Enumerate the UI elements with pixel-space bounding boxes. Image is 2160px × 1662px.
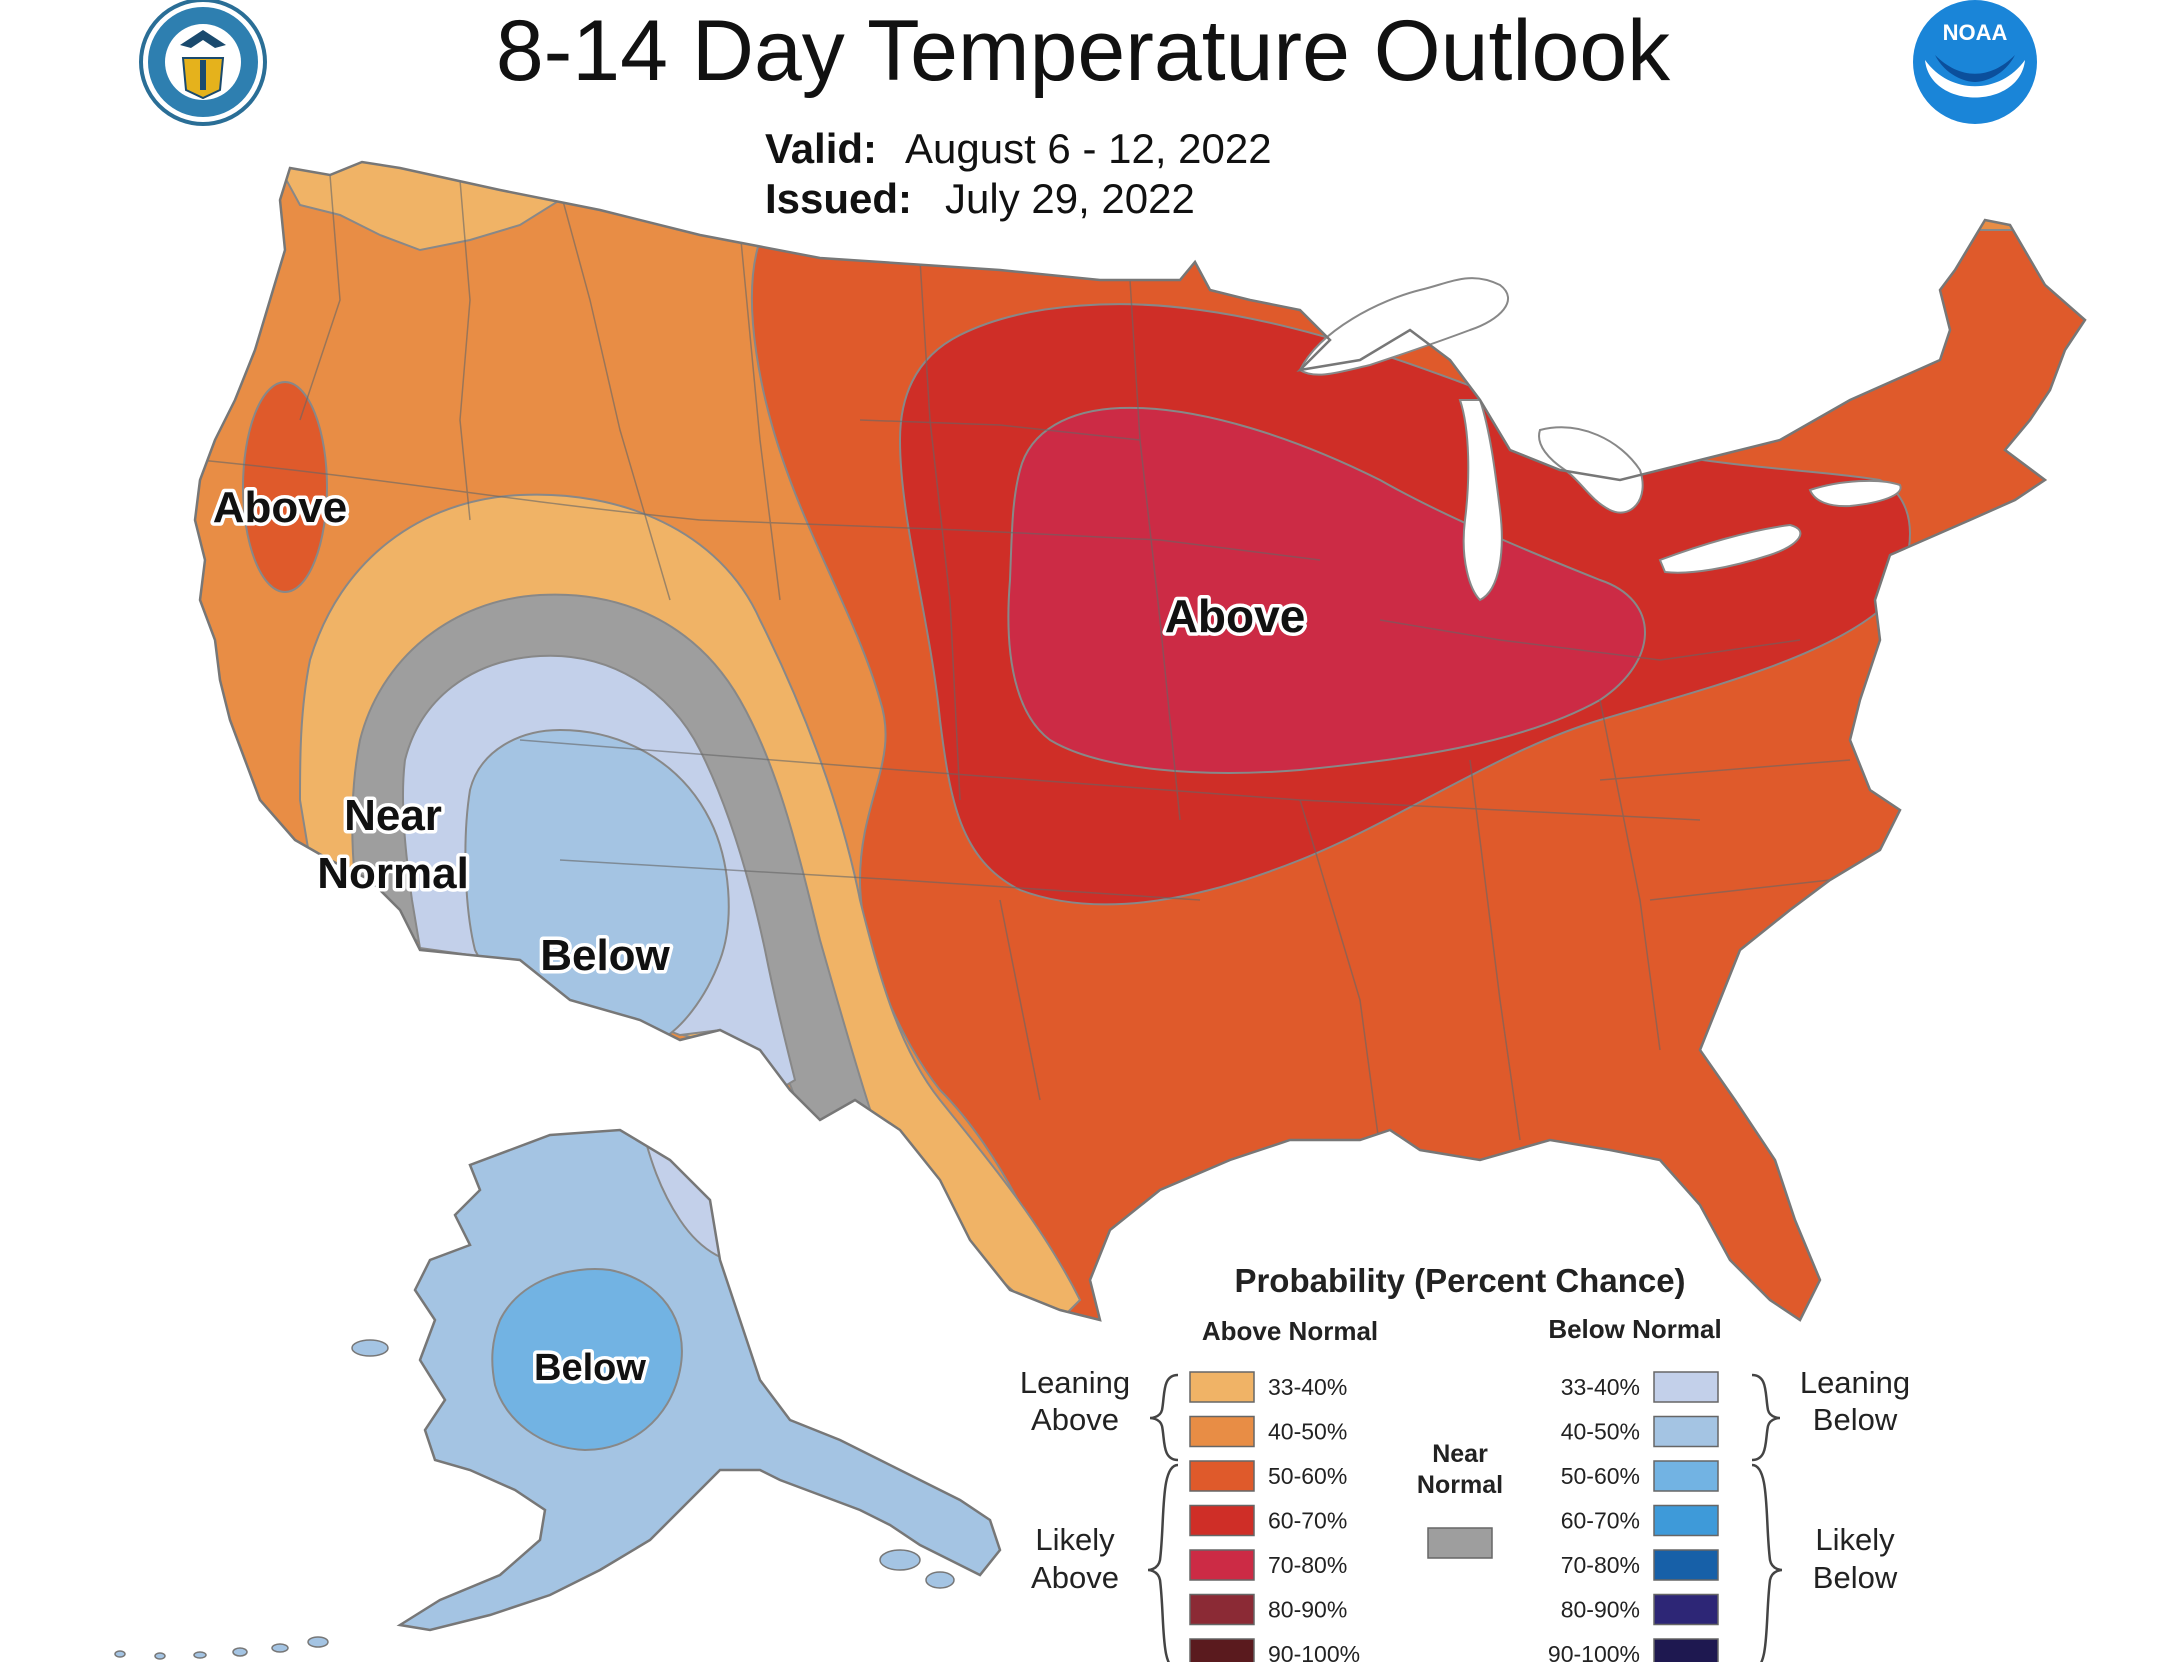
region-below-40-50 — [464, 728, 730, 1046]
legend-leaning-above-2: Above — [1031, 1402, 1119, 1437]
legend-swatch-below-33-40 — [1653, 1371, 1719, 1403]
noaa-logo-icon: NOAA — [1913, 0, 2037, 124]
legend-label-above-60-70: 60-70% — [1268, 1508, 1347, 1534]
lake-huron — [1538, 426, 1644, 514]
region-above-50-60-california — [242, 381, 328, 593]
legend-label-above-40-50: 40-50% — [1268, 1419, 1347, 1445]
legend-swatch-below-40-50 — [1653, 1415, 1719, 1448]
legend-swatch-below-60-70 — [1653, 1504, 1719, 1537]
legend-near-normal-2: Normal — [1417, 1471, 1503, 1499]
legend-above-rows: 33-40% 40-50% 50-60% 60-70% 70-80% 80-90% 90-1… — [1189, 1371, 1360, 1662]
legend-swatch-above-70-80 — [1189, 1549, 1255, 1581]
legend-label-below-50-60: 50-60% — [1561, 1463, 1640, 1489]
legend-label-below-40-50: 40-50% — [1561, 1419, 1640, 1445]
map-labels: Above Above Near Normal Below Below — [209, 480, 1309, 1393]
legend-near-normal-1: Near — [1432, 1440, 1488, 1468]
legend-likely-below-1: Likely — [1815, 1522, 1895, 1557]
legend-label-above-70-80: 70-80% — [1268, 1552, 1347, 1578]
issued-value: July 29, 2022 — [945, 175, 1195, 222]
legend-label-above-33-40: 33-40% — [1268, 1374, 1347, 1400]
legend-likely-above-2: Above — [1031, 1560, 1119, 1595]
noaa-logo-text: NOAA — [1943, 20, 2008, 45]
region-above-70-80 — [1007, 406, 1646, 774]
legend-leaning-below-1: Leaning — [1800, 1365, 1910, 1400]
legend-label-below-33-40: 33-40% — [1561, 1374, 1640, 1400]
legend-swatch-near-normal — [1427, 1527, 1493, 1559]
legend-label-below-90-100: 90-100% — [1548, 1641, 1640, 1662]
legend-label-below-80-90: 80-90% — [1561, 1597, 1640, 1623]
legend-likely-above-1: Likely — [1035, 1522, 1115, 1557]
label-near-normal-2: Normal — [317, 849, 469, 898]
label-above-midwest: Above — [1165, 590, 1306, 642]
lake-superior — [1298, 277, 1510, 376]
header: 8-14 Day Temperature Outlook Valid: Augu… — [496, 3, 1671, 222]
lake-michigan — [1458, 399, 1503, 602]
label-above-west: Above — [213, 483, 347, 532]
valid-value: August 6 - 12, 2022 — [905, 125, 1272, 172]
doc-seal-icon — [139, 0, 267, 126]
legend: Probability (Percent Chance) Above Norma… — [1020, 1262, 1910, 1662]
label-below-southwest: Below — [540, 931, 670, 980]
legend-swatch-above-40-50 — [1189, 1415, 1255, 1448]
legend-swatch-above-60-70 — [1189, 1504, 1255, 1537]
legend-above-header: Above Normal — [1202, 1316, 1378, 1346]
ak-below-50-60 — [491, 1268, 683, 1452]
legend-leaning-below-2: Below — [1813, 1402, 1898, 1437]
legend-swatch-below-50-60 — [1653, 1460, 1719, 1492]
legend-braces — [1147, 1373, 1783, 1662]
legend-swatch-below-80-90 — [1653, 1593, 1719, 1626]
legend-swatch-above-90-100 — [1189, 1638, 1255, 1662]
state-boundaries — [199, 174, 1851, 1151]
issued-label: Issued: — [765, 175, 912, 222]
legend-swatch-below-70-80 — [1653, 1549, 1719, 1581]
legend-swatch-above-80-90 — [1189, 1593, 1255, 1626]
lake-ontario — [1808, 479, 1902, 508]
legend-likely-below-2: Below — [1813, 1560, 1898, 1595]
legend-swatch-above-33-40 — [1189, 1371, 1255, 1403]
alaska-map — [114, 1128, 1002, 1660]
legend-title: Probability (Percent Chance) — [1234, 1262, 1685, 1299]
legend-below-rows: 33-40% 40-50% 50-60% 60-70% 70-80% 80-90% 90-1… — [1548, 1371, 1719, 1662]
page-title: 8-14 Day Temperature Outlook — [496, 3, 1671, 99]
lake-erie — [1658, 523, 1802, 574]
great-lakes — [1298, 277, 1902, 602]
legend-label-above-90-100: 90-100% — [1268, 1641, 1360, 1662]
legend-label-above-80-90: 80-90% — [1268, 1597, 1347, 1623]
valid-label: Valid: — [765, 125, 877, 172]
legend-swatch-below-90-100 — [1653, 1638, 1719, 1662]
label-near-normal-1: Near — [344, 791, 442, 840]
legend-label-above-50-60: 50-60% — [1268, 1463, 1347, 1489]
legend-label-below-70-80: 70-80% — [1561, 1552, 1640, 1578]
legend-swatch-above-50-60 — [1189, 1460, 1255, 1492]
legend-label-below-60-70: 60-70% — [1561, 1508, 1640, 1534]
legend-leaning-above-1: Leaning — [1020, 1365, 1130, 1400]
legend-below-header: Below Normal — [1548, 1314, 1721, 1344]
label-below-alaska: Below — [534, 1347, 646, 1389]
aleutian-islands — [114, 1339, 955, 1660]
